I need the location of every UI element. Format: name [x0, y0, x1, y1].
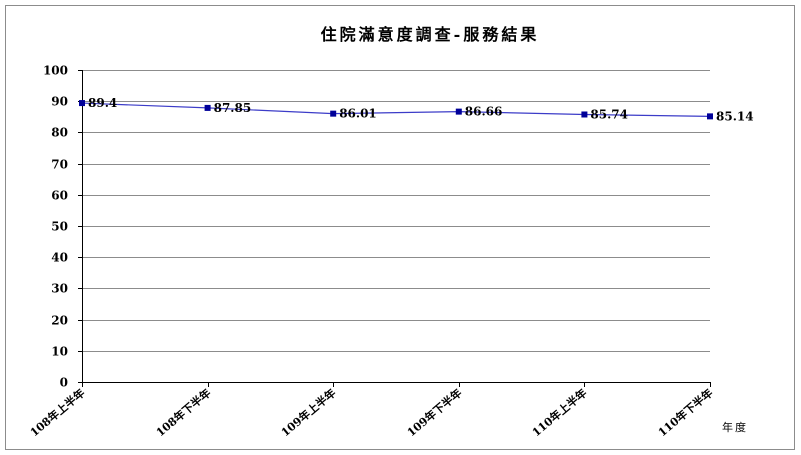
y-tick-label: 80 — [51, 126, 68, 140]
data-point-marker — [79, 100, 85, 107]
data-point-marker — [707, 113, 713, 120]
data-label: 87.85 — [214, 101, 252, 115]
y-axis-ticks: 0 10 20 30 40 50 60 70 80 90 100 — [43, 64, 82, 390]
data-label: 86.01 — [339, 107, 377, 121]
data-label: 89.4 — [88, 96, 117, 110]
chart-title: 住院滿意度調查-服務結果 — [321, 25, 540, 44]
y-tick-label: 100 — [43, 64, 68, 78]
data-label: 86.66 — [465, 105, 503, 119]
x-axis-label: 年度 — [722, 420, 748, 434]
series-group — [79, 100, 713, 120]
y-tick-label: 10 — [51, 345, 68, 359]
chart-frame — [5, 5, 795, 450]
y-tick-label: 90 — [51, 95, 68, 109]
axes — [82, 70, 710, 383]
data-point-marker — [581, 111, 588, 118]
data-point-marker — [455, 108, 462, 115]
y-tick-label: 50 — [51, 220, 68, 234]
y-tick-label: 40 — [51, 251, 68, 265]
data-label: 85.74 — [590, 107, 628, 121]
data-point-marker — [330, 110, 337, 117]
y-tick-label: 30 — [51, 282, 68, 296]
data-point-marker — [204, 104, 211, 111]
gridlines — [82, 70, 710, 352]
data-label: 85.14 — [716, 109, 754, 123]
series-line — [81, 102, 711, 117]
data-labels: 89.4 87.85 86.01 86.66 85.74 85.14 — [88, 96, 754, 123]
y-tick-label: 20 — [51, 314, 68, 328]
y-tick-label: 0 — [60, 376, 68, 390]
y-tick-label: 70 — [51, 158, 68, 172]
y-tick-label: 60 — [51, 189, 68, 203]
